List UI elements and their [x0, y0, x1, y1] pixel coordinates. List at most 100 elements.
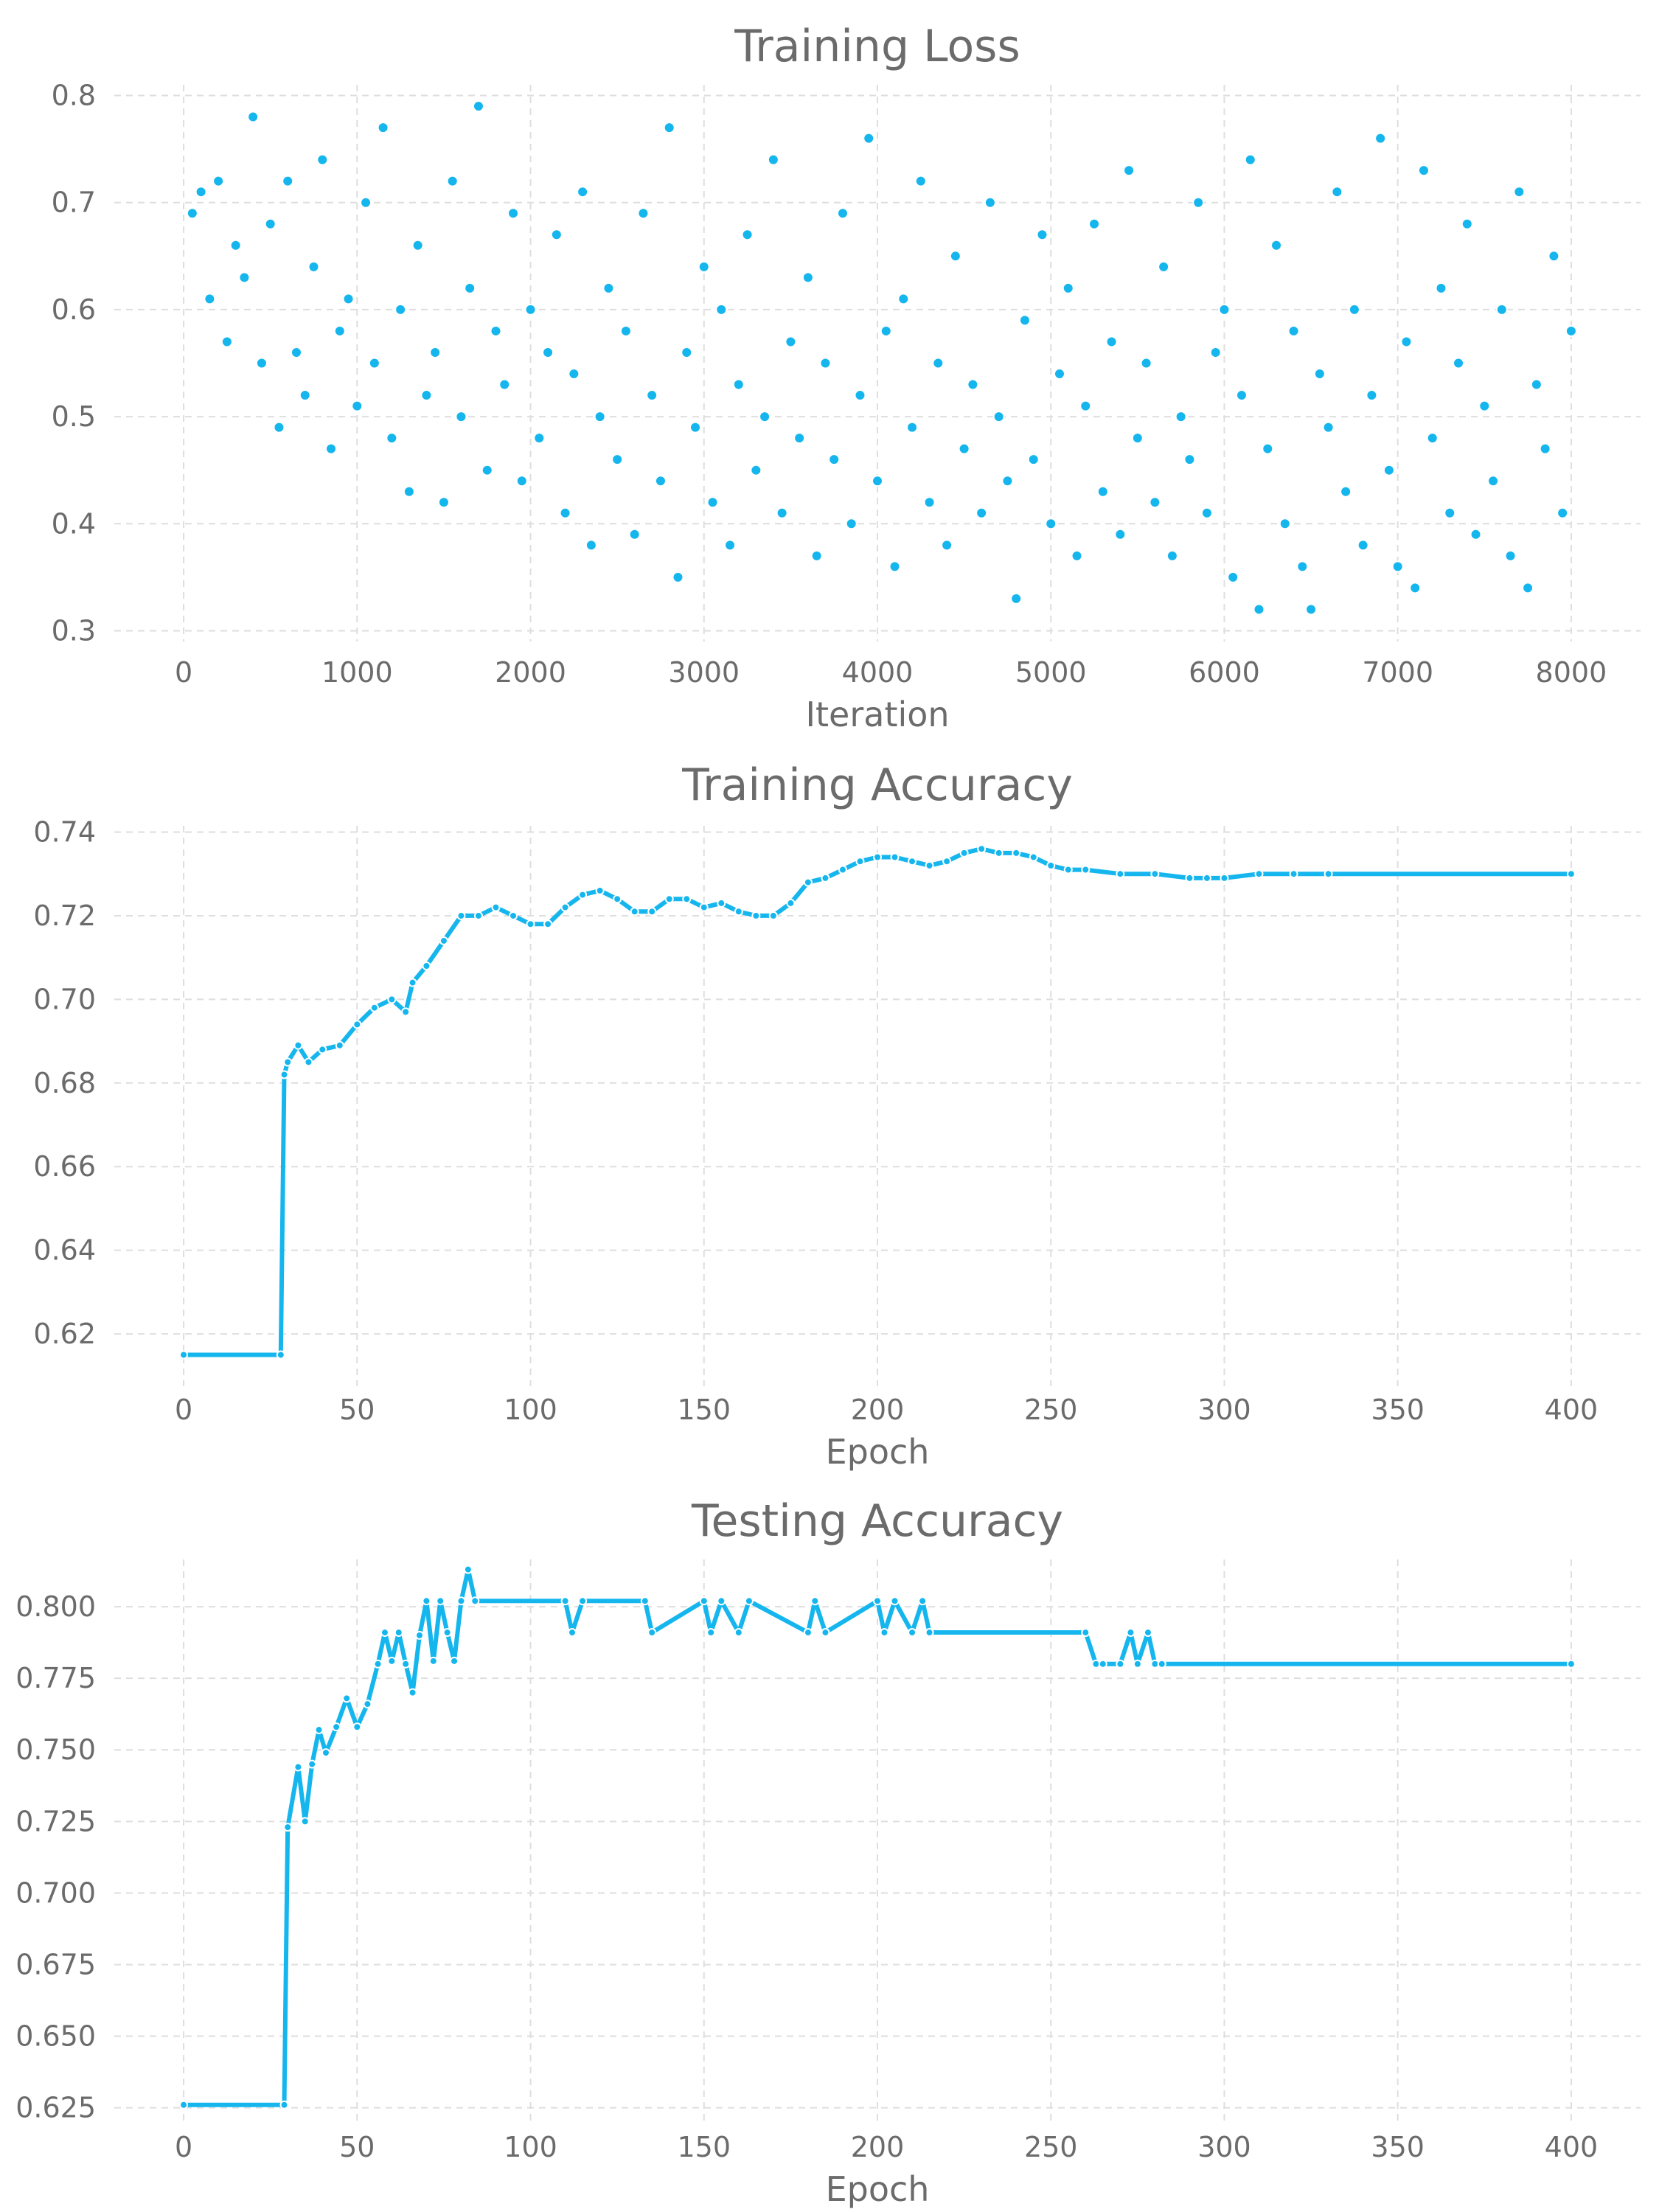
- data-point: [734, 1628, 743, 1638]
- data-point: [470, 1596, 480, 1606]
- data-point: [463, 1565, 473, 1574]
- scatter-point: [750, 464, 762, 476]
- scatter-point: [906, 421, 919, 434]
- scatter-point: [1530, 378, 1543, 391]
- data-point: [803, 1628, 813, 1638]
- data-point: [1133, 1659, 1142, 1669]
- data-point: [456, 911, 466, 920]
- scatter-point: [1062, 282, 1074, 294]
- scatter-point: [1287, 324, 1300, 337]
- scatter-point: [958, 442, 970, 455]
- x-tick-label: 8000: [1536, 656, 1607, 689]
- scatter-point: [724, 539, 737, 552]
- data-point: [318, 1045, 327, 1054]
- scatter-point: [238, 271, 251, 284]
- data-point: [810, 1596, 820, 1606]
- data-point: [1012, 848, 1021, 858]
- data-point: [342, 1694, 352, 1703]
- data-point: [682, 894, 692, 904]
- scatter-point: [776, 507, 788, 519]
- scatter-point: [481, 464, 493, 476]
- x-axis-label: Epoch: [826, 1432, 930, 1472]
- data-point: [369, 1003, 379, 1012]
- data-point: [994, 848, 1004, 858]
- data-point: [908, 857, 917, 866]
- y-tick-label: 0.3: [52, 614, 96, 647]
- scatter-point: [507, 207, 520, 220]
- x-tick-label: 350: [1371, 1394, 1425, 1426]
- data-point: [786, 898, 796, 908]
- data-point: [890, 1596, 900, 1606]
- scatter-point: [550, 229, 563, 241]
- scatter-point: [542, 346, 554, 358]
- scatter-point: [897, 293, 910, 305]
- scatter-point: [247, 111, 260, 123]
- scatter-point: [1391, 560, 1404, 573]
- scatter-point: [923, 496, 936, 509]
- data-point: [751, 911, 761, 920]
- data-point: [380, 1628, 389, 1638]
- scatter-point: [212, 175, 225, 187]
- series-line: [184, 1567, 1571, 2107]
- data-point: [1116, 1659, 1125, 1669]
- data-point: [283, 1823, 293, 1832]
- data-point: [595, 886, 605, 895]
- scatter-point: [1209, 346, 1222, 358]
- scatter-point: [1548, 250, 1560, 262]
- scatter-point: [715, 303, 728, 316]
- data-point: [821, 873, 830, 883]
- scatter-point: [490, 324, 502, 337]
- data-point: [664, 894, 674, 904]
- data-point: [977, 844, 987, 854]
- x-tick-label: 4000: [842, 656, 914, 689]
- scatter-point: [681, 346, 693, 358]
- scatter-point: [785, 335, 797, 348]
- data-point: [1081, 1628, 1091, 1638]
- scatter-point: [975, 507, 988, 519]
- y-tick-label: 0.7: [52, 187, 96, 219]
- y-tick-label: 0.66: [33, 1150, 96, 1183]
- scatter-point: [282, 175, 294, 187]
- scatter-point: [1088, 218, 1101, 230]
- scatter-point: [333, 324, 346, 337]
- data-point: [300, 1817, 310, 1826]
- x-tick-label: 100: [504, 2131, 557, 2163]
- x-tick-label: 100: [504, 1394, 557, 1426]
- data-point: [332, 1722, 341, 1732]
- scatter-point: [1435, 282, 1447, 294]
- scatter-point: [255, 357, 268, 369]
- y-tick-label: 0.725: [15, 1805, 96, 1837]
- scatter-point: [1123, 164, 1135, 177]
- chart-3: Testing Accuracy Epoch 0 50 100 150 200 250 300 3…: [15, 1495, 1641, 2209]
- scatter-point: [1166, 549, 1178, 562]
- scatter-point: [1045, 518, 1057, 530]
- data-point: [526, 919, 535, 929]
- scatter-point: [810, 549, 823, 562]
- scatter-point: [229, 239, 242, 251]
- data-point: [568, 1628, 577, 1638]
- data-point: [1126, 1628, 1135, 1638]
- scatter-point: [741, 229, 754, 241]
- scatter-point: [204, 293, 216, 305]
- scatter-point: [1175, 411, 1187, 423]
- scatter-point: [1417, 164, 1430, 177]
- scatter-point: [1522, 582, 1534, 594]
- data-point: [942, 857, 952, 866]
- scatter-point: [1426, 432, 1439, 445]
- data-point: [1157, 1659, 1166, 1669]
- data-point: [1566, 869, 1576, 879]
- scatter-point: [1296, 560, 1309, 573]
- scatter-point: [446, 175, 459, 187]
- y-tick-label: 0.5: [52, 400, 96, 433]
- data-point: [630, 907, 639, 917]
- scatter-point: [498, 378, 511, 391]
- y-tick-label: 0.64: [33, 1234, 96, 1267]
- x-tick-label: 1000: [321, 656, 393, 689]
- x-tick-label: 300: [1197, 1394, 1251, 1426]
- scatter-point: [1279, 518, 1291, 530]
- scatter-point: [732, 378, 745, 391]
- scatter-point: [1262, 442, 1274, 455]
- scatter-point: [195, 186, 207, 198]
- x-tick-label: 3000: [668, 656, 740, 689]
- scatter-point: [1096, 485, 1109, 498]
